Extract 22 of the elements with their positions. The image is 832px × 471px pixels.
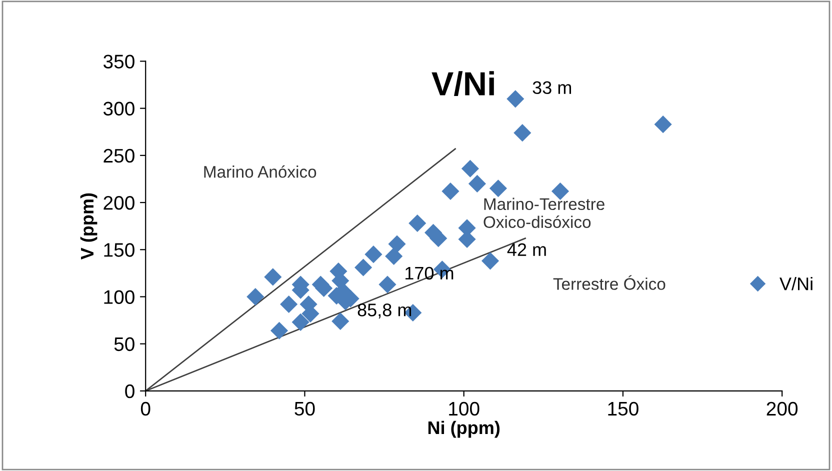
- x-tick-label: 0: [140, 402, 150, 416]
- annotation: Marino-Terrestre Oxico-disóxico: [484, 198, 604, 228]
- x-tick-label: 150: [608, 402, 638, 416]
- y-tick-label: 50: [114, 337, 134, 352]
- annotation: Marino Anóxico: [204, 165, 316, 178]
- y-tick-label: 150: [104, 243, 134, 257]
- y-tick-label: 300: [103, 102, 134, 116]
- y-tick-label: 250: [104, 148, 134, 163]
- y-tick-label: 100: [104, 290, 134, 304]
- y-axis-title: V (ppm): [80, 193, 98, 260]
- y-tick-label: 350: [103, 54, 134, 68]
- annotation: 33 m: [532, 81, 572, 94]
- x-tick-label: 200: [766, 402, 798, 416]
- y-tick-label: 200: [104, 196, 134, 210]
- y-tick-label: 0: [125, 384, 134, 398]
- x-axis-title: Ni (ppm): [428, 420, 500, 438]
- annotation: Terrestre Óxico: [553, 275, 666, 290]
- chart-title: V/Ni: [432, 71, 494, 96]
- annotation: 42 m: [507, 243, 546, 256]
- x-tick-label: 50: [294, 402, 315, 416]
- legend-label: V/Ni: [780, 277, 812, 290]
- x-tick-label: 100: [449, 402, 480, 416]
